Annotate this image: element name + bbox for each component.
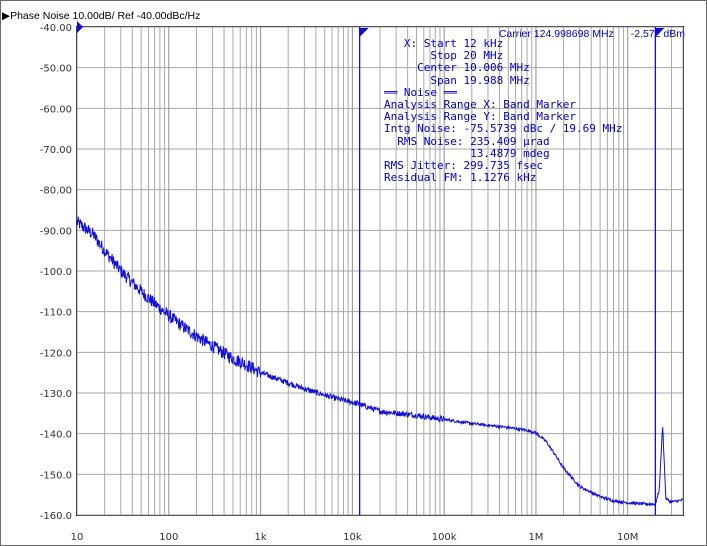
y-tick-label: -80.00 xyxy=(40,186,72,197)
annotation-line: Stop 20 MHz xyxy=(384,49,504,63)
annotation-line: RMS Jitter: 299.735 fsec xyxy=(384,159,543,173)
band-markers xyxy=(358,27,665,515)
x-axis-ticks: 10 100 1k 10k 100k 1M 10M xyxy=(71,532,639,543)
x-tick-label: 1M xyxy=(528,532,543,543)
y-tick-label: -140.0 xyxy=(40,430,72,441)
phase-noise-trace xyxy=(76,216,684,507)
y-tick-label: -70.00 xyxy=(40,145,72,156)
annotation-line: Analysis Range X: Band Marker xyxy=(384,98,577,112)
x-tick-label: 10 xyxy=(71,532,84,543)
y-tick-label: -110.0 xyxy=(40,308,72,319)
annotation-line: Span 19.988 MHz xyxy=(384,73,530,87)
x-tick-label: 100k xyxy=(432,532,457,543)
y-tick-label: -160.0 xyxy=(40,511,72,522)
reference-arrow-icon xyxy=(77,21,83,33)
x-tick-label: 1k xyxy=(255,532,267,543)
y-tick-label: -90.00 xyxy=(40,226,72,237)
band-marker-flag[interactable] xyxy=(655,28,665,37)
annotation-line: Residual FM: 1.1276 kHz xyxy=(384,171,537,185)
annotation-line: Analysis Range Y: Band Marker xyxy=(384,110,577,124)
y-tick-label: -60.00 xyxy=(40,104,72,115)
grid-lines xyxy=(76,26,684,516)
annotation-line: 13.4879 mdeg xyxy=(384,146,550,160)
carrier-frequency: Carrier 124.998698 MHz xyxy=(498,28,614,40)
y-tick-label: -40.00 xyxy=(40,23,72,34)
x-tick-label: 10k xyxy=(343,532,362,543)
band-marker-flag[interactable] xyxy=(359,28,369,37)
annotation-line: X: Start 12 kHz xyxy=(384,37,504,50)
y-axis-ticks: -40.00 -50.00 -60.00 -70.00 -80.00 -90.00 -100… xyxy=(40,23,72,522)
x-tick-label: 100 xyxy=(159,532,178,543)
y-tick-label: -150.0 xyxy=(40,470,72,481)
y-tick-label: -50.00 xyxy=(40,64,72,75)
annotation-line: Intg Noise: -75.5739 dBc / 19.69 MHz xyxy=(384,122,623,136)
x-tick-label: 10M xyxy=(617,532,638,543)
y-tick-label: -100.0 xyxy=(40,267,72,278)
carrier-readout: Carrier 124.998698 MHz -2.572 dBm xyxy=(485,28,685,40)
y-tick-label: -130.0 xyxy=(40,389,72,400)
annotation-line: ══ Noise ══ xyxy=(384,85,457,99)
y-tick-label: -120.0 xyxy=(40,348,72,359)
annotation-line: RMS Noise: 235.409 µrad xyxy=(384,134,550,148)
carrier-power: -2.572 dBm xyxy=(630,28,685,40)
trace-group xyxy=(76,216,684,507)
annotation-line: Center 10.006 MHz xyxy=(384,61,530,75)
measurement-annotations: X: Start 12 kHz Stop 20 MHz Center 10.00… xyxy=(384,37,623,185)
trace-header: ▶Phase Noise 10.00dB/ Ref -40.00dBc/Hz xyxy=(2,10,201,22)
reference-level-marker xyxy=(77,21,83,33)
